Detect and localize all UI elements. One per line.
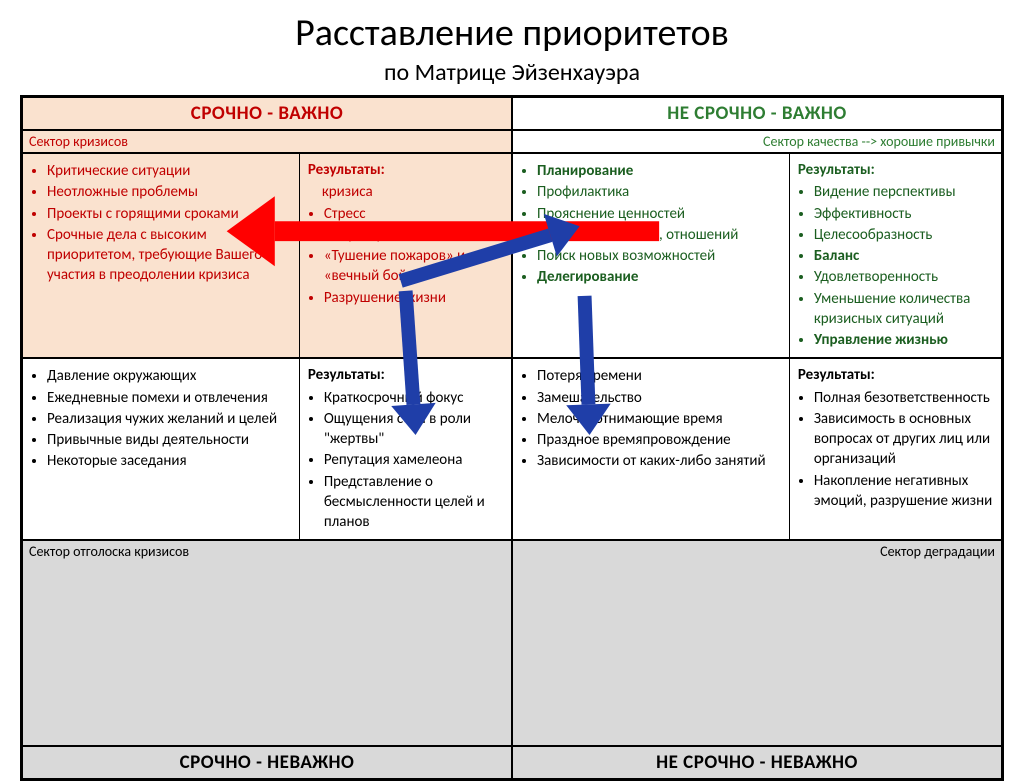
- sector-q4: Сектор деградации: [512, 540, 1002, 745]
- list-item: Неотложные проблемы: [47, 182, 291, 202]
- list-item: Удовлетворенность: [814, 267, 993, 287]
- list-item: Зависимость в основных вопросах от други…: [814, 409, 993, 470]
- list-item: Прояснение ценностей: [537, 204, 781, 224]
- results-label: Результаты:: [308, 160, 503, 180]
- q3-items: Давление окружающихЕжедневные помехи и о…: [23, 359, 299, 539]
- q2-results: Результаты: Видение перспективыЭффективн…: [789, 154, 1001, 357]
- list-item: Зависимости от каких-либо занятий: [537, 451, 781, 471]
- list-item: Некоторые заседания: [47, 451, 291, 471]
- list-item: Репутация хамелеона: [324, 450, 503, 470]
- quadrant-q3: Давление окружающихЕжедневные помехи и о…: [22, 358, 512, 540]
- quadrant-q1: Критические ситуацииНеотложные проблемыП…: [22, 153, 512, 358]
- list-item: Укрепление связей, отношений: [537, 225, 781, 245]
- list-item: Представление о бесмысленности целей и п…: [324, 472, 503, 533]
- results-label: Результаты:: [308, 365, 503, 385]
- header-q3: СРОЧНО - НЕВАЖНО: [22, 746, 512, 779]
- header-q2: НЕ СРОЧНО - ВАЖНО: [512, 97, 1002, 130]
- list-item: Проекты с горящими сроками: [47, 204, 291, 224]
- list-item: Потеря времени: [537, 366, 781, 386]
- list-item: Разрушение жизни: [324, 288, 503, 308]
- list-item: Замешательство: [537, 388, 781, 408]
- list-item: «Тушение пожаров» и «вечный бой»: [324, 246, 503, 287]
- list-item: Ощущения себя в роли "жертвы": [324, 409, 503, 450]
- sector-q1: Сектор кризисов: [22, 130, 512, 153]
- header-q4: НЕ СРОЧНО - НЕВАЖНО: [512, 746, 1002, 779]
- sector-q2: Сектор качества --> хорошие привычки: [512, 130, 1002, 153]
- list-item: Поиск новых возможностей: [537, 246, 781, 266]
- list-item: Накопление негативных эмоций, разрушение…: [814, 471, 993, 512]
- q4-items: Потеря времениЗамешательствоМелочи, отни…: [513, 359, 789, 539]
- sector-q3: Сектор отголоска кризисов: [22, 540, 512, 745]
- list-item: «Перегорание»: [324, 225, 503, 245]
- list-item: Видение перспективы: [814, 182, 993, 202]
- quadrant-q2: ПланированиеПрофилактикаПрояснение ценно…: [512, 153, 1002, 358]
- list-item: Ежедневные помехи и отвлечения: [47, 388, 291, 408]
- list-item: Реализация чужих желаний и целей: [47, 409, 291, 429]
- list-item: Срочные дела с высоким приоритетом, треб…: [47, 225, 291, 286]
- list-item: Целесообразность: [814, 225, 993, 245]
- list-item: Праздное времяпровождение: [537, 430, 781, 450]
- q1-results-pre: кризиса: [308, 182, 503, 202]
- list-item: Привычные виды деятельности: [47, 430, 291, 450]
- list-item: Профилактика: [537, 182, 781, 202]
- q3-results: Результаты: Краткосрочный фокусОщущения …: [299, 359, 511, 539]
- list-item: Уменьшение количества кризисных ситуаций: [814, 289, 993, 330]
- page-title: Расставление приоритетов: [20, 10, 1004, 56]
- list-item: Стресс: [324, 204, 503, 224]
- list-item: Мелочи, отнимающие время: [537, 409, 781, 429]
- list-item: Полная безответственность: [814, 388, 993, 408]
- results-label: Результаты:: [798, 365, 993, 385]
- list-item: Управление жизнью: [814, 330, 993, 350]
- eisenhower-matrix: СРОЧНО - ВАЖНО НЕ СРОЧНО - ВАЖНО Сектор …: [20, 95, 1004, 781]
- list-item: Баланс: [814, 246, 993, 266]
- q1-results: Результаты: кризиса Стресс«Перегорание»«…: [299, 154, 511, 357]
- q4-results: Результаты: Полная безответственностьЗав…: [789, 359, 1001, 539]
- header-q1: СРОЧНО - ВАЖНО: [22, 97, 512, 130]
- page-subtitle: по Матрице Эйзенхауэра: [20, 58, 1004, 87]
- results-label: Результаты:: [798, 160, 993, 180]
- list-item: Критические ситуации: [47, 161, 291, 181]
- q2-items: ПланированиеПрофилактикаПрояснение ценно…: [513, 154, 789, 357]
- list-item: Планирование: [537, 161, 781, 181]
- list-item: Эффективность: [814, 204, 993, 224]
- list-item: Краткосрочный фокус: [324, 388, 503, 408]
- q1-items: Критические ситуацииНеотложные проблемыП…: [23, 154, 299, 357]
- list-item: Давление окружающих: [47, 366, 291, 386]
- quadrant-q4: Потеря времениЗамешательствоМелочи, отни…: [512, 358, 1002, 540]
- list-item: Делегирование: [537, 267, 781, 287]
